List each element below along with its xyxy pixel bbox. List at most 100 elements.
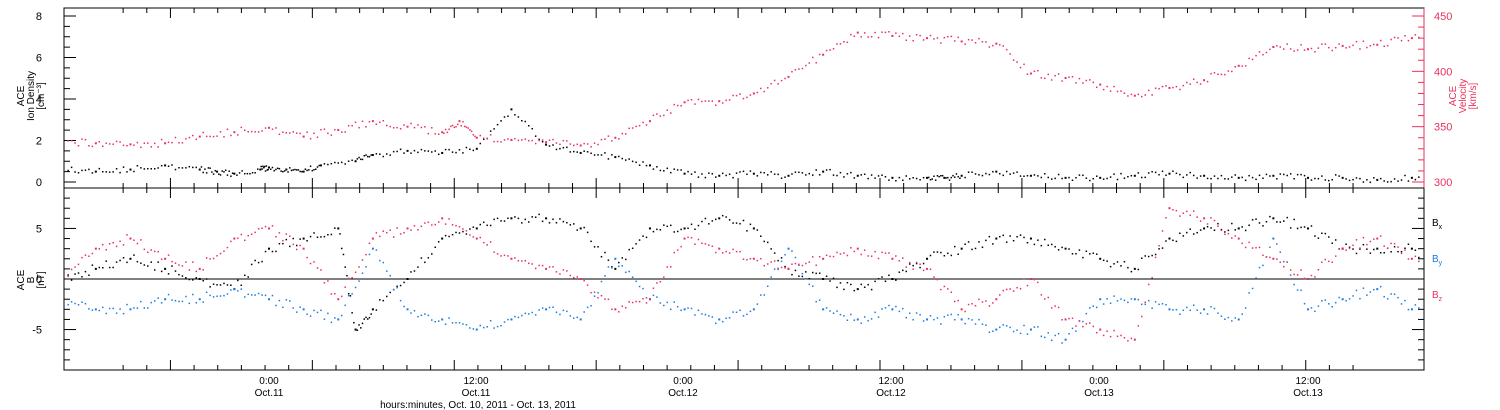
by-point: [895, 305, 897, 308]
velocity-point: [936, 37, 939, 39]
density-point: [926, 176, 929, 179]
bx-point: [261, 260, 263, 263]
density-point: [680, 169, 682, 171]
by-point: [167, 293, 170, 296]
velocity-point: [822, 53, 825, 56]
bz-point: [368, 242, 371, 245]
density-point: [1373, 177, 1375, 179]
by-point: [1289, 274, 1292, 276]
bx-point: [1023, 236, 1025, 239]
bz-point: [347, 277, 350, 280]
bz-point: [81, 256, 83, 259]
bx-point: [1244, 229, 1247, 232]
density-point: [1044, 172, 1046, 175]
bz-point: [739, 250, 741, 253]
density-point: [1095, 175, 1098, 177]
bx-point: [1321, 232, 1323, 235]
by-point: [604, 275, 606, 277]
by-point: [1165, 304, 1167, 306]
density-point: [870, 174, 873, 176]
velocity-point: [964, 43, 966, 45]
bz-point: [1404, 249, 1406, 251]
bx-point: [521, 222, 523, 224]
by-point: [1383, 295, 1385, 298]
bz-point: [669, 266, 672, 268]
by-point: [881, 308, 883, 310]
density-point: [1133, 174, 1136, 177]
bx-point: [379, 299, 381, 301]
density-point: [458, 149, 461, 151]
density-point: [635, 161, 637, 164]
density-point: [366, 155, 369, 158]
by-point: [1182, 309, 1185, 312]
bz-point: [541, 264, 544, 267]
bz-point: [732, 248, 734, 251]
bx-point: [1234, 229, 1237, 231]
bx-point: [102, 267, 104, 269]
bx-point: [178, 273, 180, 276]
by-point: [673, 301, 675, 303]
bx-point: [922, 262, 925, 265]
by-point: [628, 270, 630, 273]
by-point: [1213, 307, 1216, 310]
bz-point: [327, 280, 329, 282]
density-point: [794, 171, 797, 173]
density-point: [292, 169, 294, 171]
bx-point: [1213, 229, 1216, 232]
bz-point: [271, 225, 274, 227]
bz-point: [985, 300, 987, 302]
velocity-point: [905, 39, 908, 42]
bz-point: [825, 254, 828, 257]
by-point: [715, 322, 717, 325]
density-point: [218, 173, 220, 175]
by-point: [766, 285, 769, 287]
bz-point: [801, 264, 804, 267]
by-point: [399, 299, 402, 302]
by-point: [801, 272, 804, 275]
bz-point: [992, 302, 994, 304]
density-point: [945, 177, 947, 179]
velocity-point: [88, 145, 90, 147]
density-point: [697, 176, 700, 178]
bx-point: [829, 280, 831, 282]
bz-point: [1241, 242, 1243, 245]
by-point: [1147, 299, 1150, 302]
velocity-point: [863, 32, 866, 34]
bx-point: [604, 251, 606, 254]
bx-point: [188, 278, 191, 281]
by-point: [240, 288, 243, 290]
bx-point: [81, 276, 83, 278]
bz-point: [725, 250, 727, 253]
bz-point: [856, 247, 859, 250]
density-point: [999, 172, 1001, 175]
density-point: [371, 154, 374, 157]
by-point: [1369, 291, 1372, 293]
velocity-point: [607, 135, 610, 137]
density-point: [853, 177, 856, 179]
bx-point: [974, 247, 977, 250]
density-point: [1061, 177, 1063, 180]
density-point: [780, 177, 783, 179]
density-point: [888, 179, 890, 181]
by-point: [905, 316, 908, 319]
velocity-point: [1286, 43, 1288, 45]
density-point: [200, 166, 203, 168]
velocity-point: [1026, 73, 1029, 75]
by-point: [1061, 342, 1063, 344]
density-point: [316, 166, 319, 168]
by-point: [586, 306, 589, 309]
velocity-point: [597, 143, 599, 146]
bx-point: [884, 280, 887, 283]
bx-point: [1366, 248, 1368, 250]
bz-point: [590, 291, 592, 294]
by-point: [1352, 295, 1354, 297]
velocity-point: [1116, 90, 1119, 93]
by-point: [1151, 307, 1153, 309]
velocity-point: [467, 127, 469, 129]
bx-point: [344, 266, 346, 268]
by-point: [1359, 297, 1361, 300]
velocity-point: [448, 128, 450, 131]
bx-point: [1057, 249, 1060, 251]
density-point: [1168, 172, 1171, 175]
bx-point: [226, 284, 229, 286]
